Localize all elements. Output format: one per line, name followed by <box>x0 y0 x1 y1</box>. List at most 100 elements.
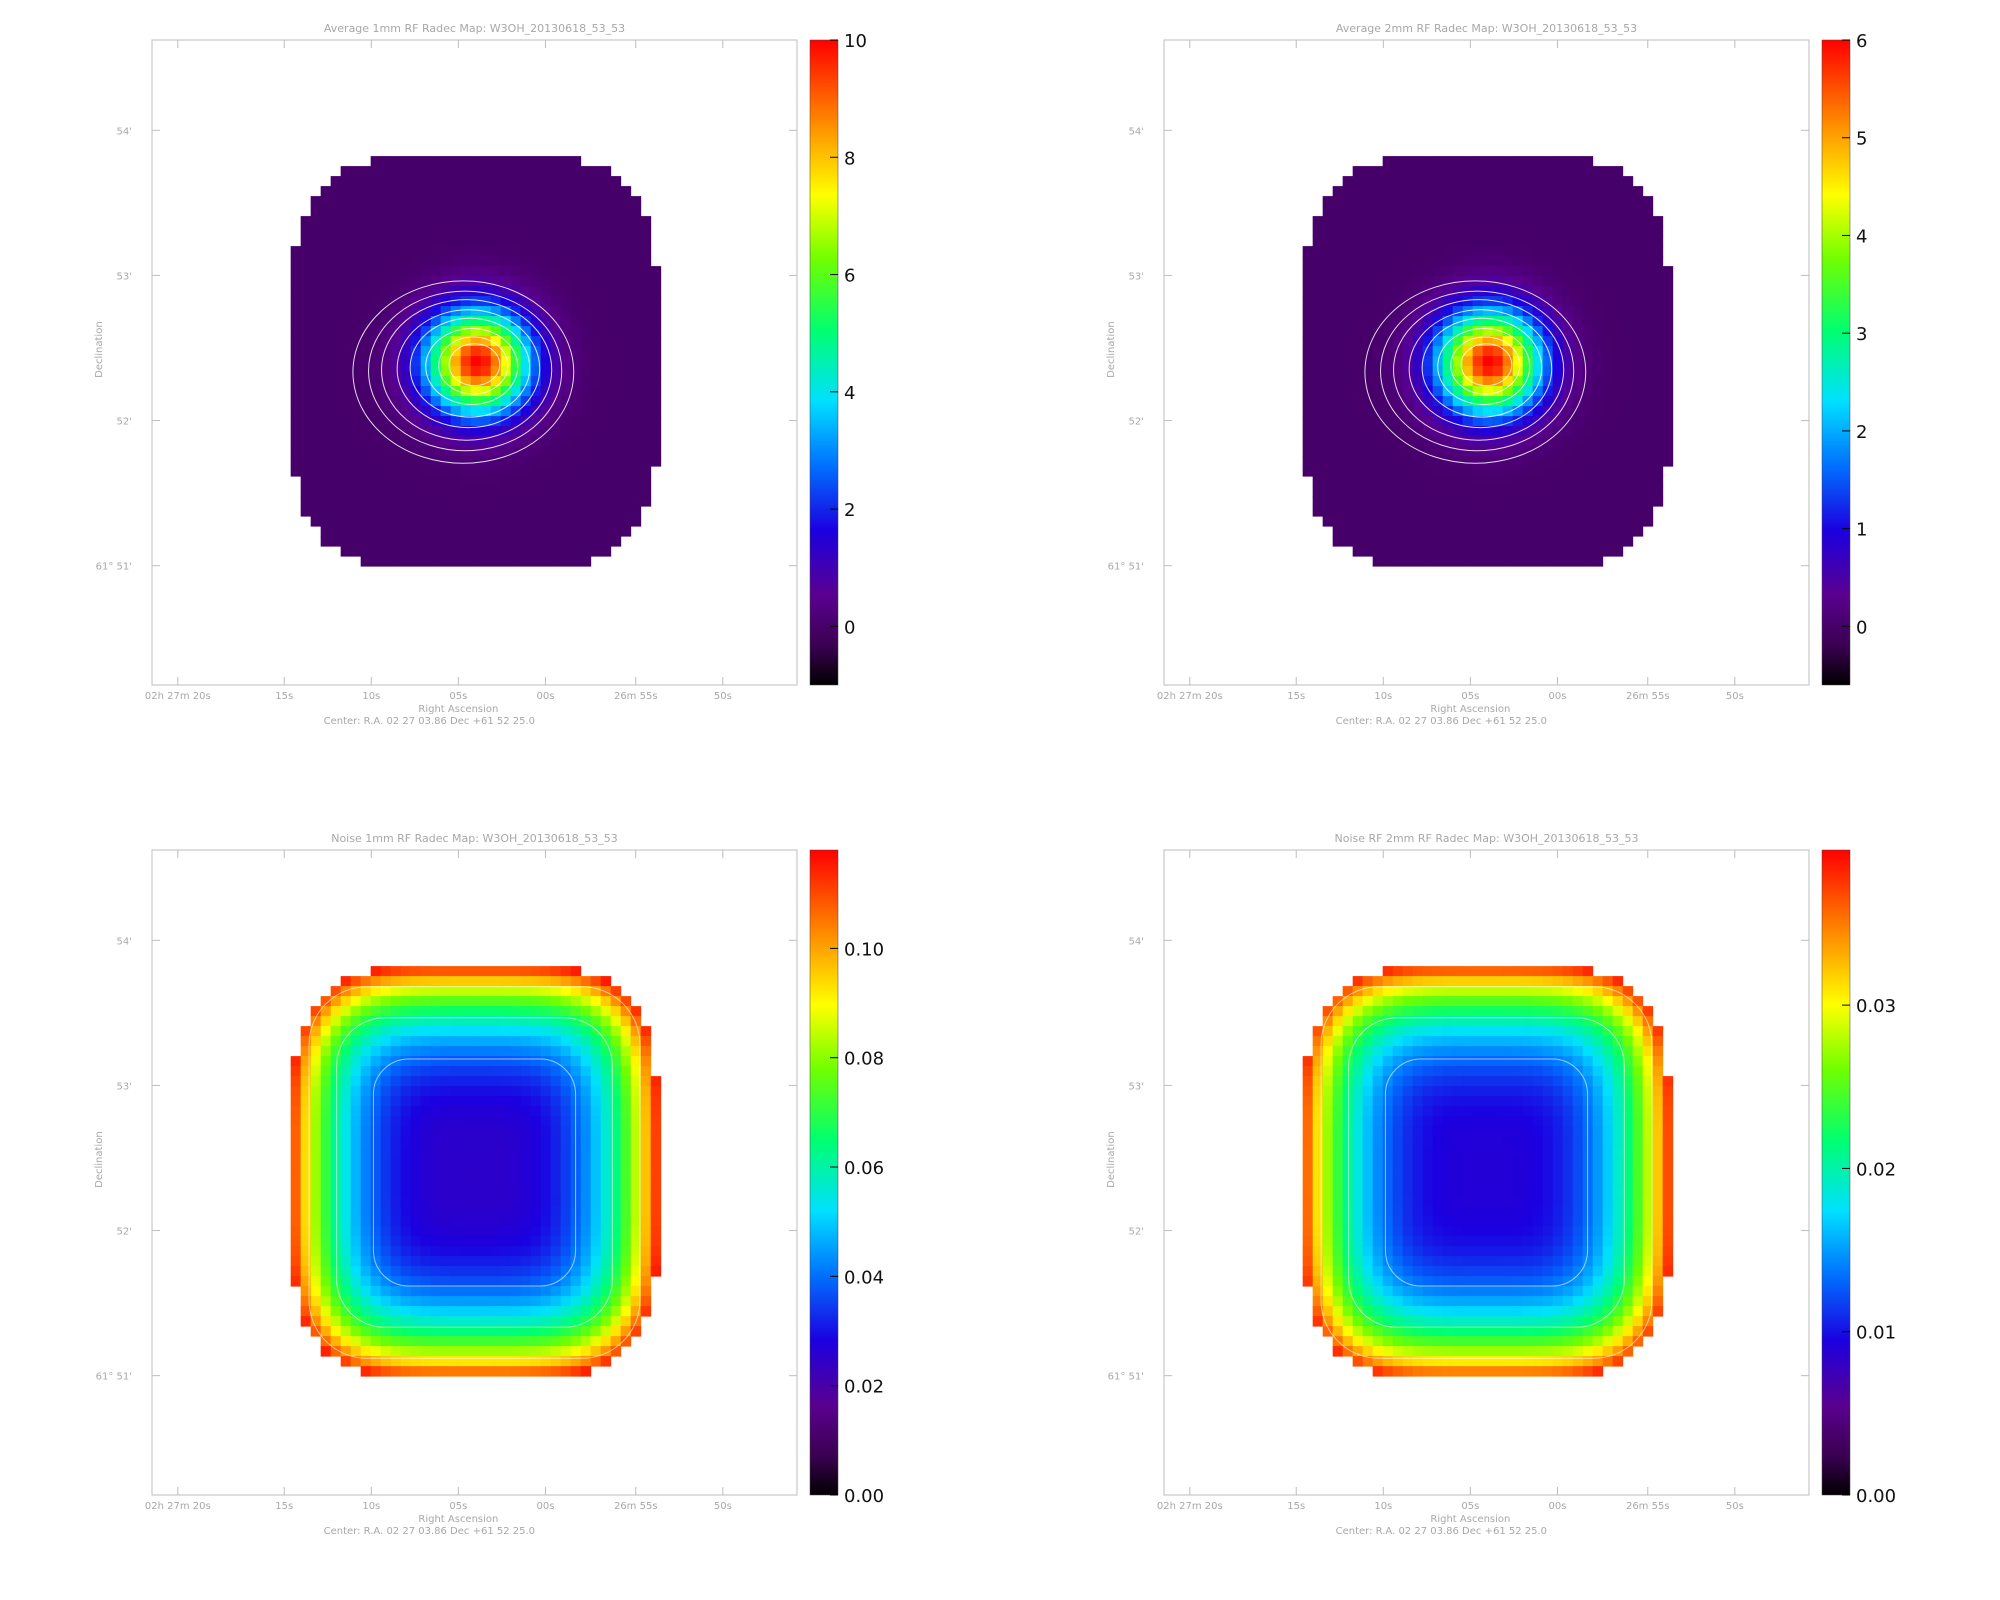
colorbar-tick-label: 0.02 <box>844 1377 884 1398</box>
colorbar-tick-label: 3 <box>1856 324 1867 345</box>
y-tick-label: 54' <box>117 936 132 947</box>
map-image <box>1302 966 1674 1377</box>
panel-title: Average 2mm RF Radec Map: W3OH_20130618_… <box>1336 22 1637 35</box>
colorbar-tick-label: 6 <box>844 266 855 287</box>
colorbar-tick-label: 0.03 <box>1856 996 1896 1017</box>
y-tick-label: 52' <box>1129 1227 1144 1238</box>
colorbar: 6 5 4 3 2 1 0 <box>1821 31 1867 686</box>
y-tick-label: 54' <box>1129 936 1144 947</box>
y-tick-labels: 54' 53' 52' 61° 51' <box>96 126 797 573</box>
panel-title: Average 1mm RF Radec Map: W3OH_20130618_… <box>324 22 625 35</box>
x-tick-labels: 02h 27m 20s 15s 10s 05s 00s 26m 55s 50s <box>1157 40 1744 702</box>
x-tick-label: 00s <box>1548 1501 1566 1512</box>
colorbar-tick-label: 0.00 <box>844 1486 884 1507</box>
colorbar-tick-label: 0 <box>844 617 855 638</box>
colorbar-tick-label: 0.04 <box>844 1267 884 1288</box>
center-coordinates: Center: R.A. 02 27 03.86 Dec +61 52 25.0 <box>1336 716 1547 727</box>
x-tick-label: 05s <box>1461 691 1479 702</box>
x-tick-label: 10s <box>1374 1501 1392 1512</box>
x-tick-label: 10s <box>362 691 380 702</box>
x-tick-labels: 02h 27m 20s 15s 10s 05s 00s 26m 55s 50s <box>145 850 732 1512</box>
y-tick-label: 52' <box>117 1227 132 1238</box>
colorbar-tick-label: 4 <box>844 383 855 404</box>
map-image <box>290 966 662 1377</box>
y-axis-label: Declination <box>1106 321 1117 378</box>
y-tick-label: 61° 51' <box>96 562 132 573</box>
x-tick-label: 15s <box>275 691 293 702</box>
x-axis-label: Right Ascension <box>1430 704 1510 715</box>
y-tick-label: 54' <box>117 126 132 137</box>
center-coordinates: Center: R.A. 02 27 03.86 Dec +61 52 25.0 <box>1336 1526 1547 1537</box>
panel-title: Noise 1mm RF Radec Map: W3OH_20130618_53… <box>331 832 618 845</box>
y-tick-label: 61° 51' <box>1108 562 1144 573</box>
x-tick-label: 02h 27m 20s <box>145 691 211 702</box>
panel-3: Noise 1mm RF Radec Map: W3OH_20130618_53… <box>94 832 884 1537</box>
x-tick-label: 10s <box>362 1501 380 1512</box>
map-image <box>1302 156 1674 567</box>
y-tick-labels: 54' 53' 52' 61° 51' <box>1108 126 1809 573</box>
colorbar-tick-label: 0.10 <box>844 939 884 960</box>
x-axis-label: Right Ascension <box>418 1514 498 1525</box>
colorbar-gradient <box>809 849 839 1496</box>
x-tick-labels: 02h 27m 20s 15s 10s 05s 00s 26m 55s 50s <box>1157 850 1744 1512</box>
colorbar-tick-label: 0.08 <box>844 1049 884 1070</box>
colorbar-tick-label: 6 <box>1856 31 1867 52</box>
contours <box>308 986 641 1359</box>
contours <box>352 280 575 464</box>
map-image <box>290 156 662 567</box>
y-tick-label: 61° 51' <box>1108 1372 1144 1383</box>
colorbar-gradient <box>1821 849 1851 1496</box>
x-axis-label: Right Ascension <box>418 704 498 715</box>
y-tick-label: 61° 51' <box>96 1372 132 1383</box>
x-tick-label: 02h 27m 20s <box>1157 1501 1223 1512</box>
colorbar-tick-label: 0 <box>1856 617 1867 638</box>
x-tick-label: 26m 55s <box>614 691 658 702</box>
x-tick-label: 15s <box>275 1501 293 1512</box>
colorbar: 0.03 0.02 0.01 0.00 <box>1821 849 1896 1507</box>
x-tick-label: 05s <box>449 691 467 702</box>
x-tick-label: 50s <box>714 1501 732 1512</box>
colorbar-tick-label: 10 <box>844 31 867 52</box>
x-tick-label: 50s <box>1726 1501 1744 1512</box>
y-tick-label: 52' <box>117 417 132 428</box>
x-tick-label: 15s <box>1287 691 1305 702</box>
y-axis-label: Declination <box>1106 1131 1117 1188</box>
x-tick-label: 02h 27m 20s <box>1157 691 1223 702</box>
colorbar-gradient <box>809 39 839 686</box>
x-tick-label: 50s <box>714 691 732 702</box>
y-tick-labels: 54' 53' 52' 61° 51' <box>96 936 797 1383</box>
y-tick-label: 54' <box>1129 126 1144 137</box>
center-coordinates: Center: R.A. 02 27 03.86 Dec +61 52 25.0 <box>324 716 535 727</box>
x-tick-label: 00s <box>536 1501 554 1512</box>
panel-1: Average 1mm RF Radec Map: W3OH_20130618_… <box>94 22 867 727</box>
y-tick-labels: 54' 53' 52' 61° 51' <box>1108 936 1809 1383</box>
colorbar-tick-label: 2 <box>1856 422 1867 443</box>
y-tick-label: 53' <box>1129 271 1144 282</box>
center-coordinates: Center: R.A. 02 27 03.86 Dec +61 52 25.0 <box>324 1526 535 1537</box>
colorbar-tick-label: 4 <box>1856 226 1867 247</box>
y-axis-label: Declination <box>94 1131 105 1188</box>
x-tick-label: 02h 27m 20s <box>145 1501 211 1512</box>
x-tick-label: 10s <box>1374 691 1392 702</box>
x-tick-label: 50s <box>1726 691 1744 702</box>
colorbar-tick-label: 5 <box>1856 129 1867 150</box>
colorbar-tick-label: 8 <box>844 148 855 169</box>
x-tick-label: 26m 55s <box>614 1501 658 1512</box>
x-tick-labels: 02h 27m 20s 15s 10s 05s 00s 26m 55s 50s <box>145 40 732 702</box>
x-tick-label: 15s <box>1287 1501 1305 1512</box>
colorbar: 0.10 0.08 0.06 0.04 0.02 0.00 <box>809 849 884 1507</box>
x-tick-label: 00s <box>536 691 554 702</box>
y-axis-label: Declination <box>94 321 105 378</box>
x-axis-label: Right Ascension <box>1430 1514 1510 1525</box>
colorbar-tick-label: 2 <box>844 500 855 521</box>
x-tick-label: 05s <box>1461 1501 1479 1512</box>
colorbar-tick-label: 1 <box>1856 520 1867 541</box>
contours <box>1320 986 1653 1359</box>
panel-title: Noise RF 2mm RF Radec Map: W3OH_20130618… <box>1334 832 1638 845</box>
panel-2: Average 2mm RF Radec Map: W3OH_20130618_… <box>1106 22 1867 727</box>
panel-4: Noise RF 2mm RF Radec Map: W3OH_20130618… <box>1106 832 1896 1537</box>
y-tick-label: 53' <box>117 271 132 282</box>
colorbar-tick-label: 0.01 <box>1856 1323 1896 1344</box>
x-tick-label: 26m 55s <box>1626 691 1670 702</box>
